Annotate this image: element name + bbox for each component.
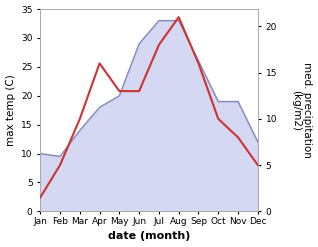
Y-axis label: max temp (C): max temp (C)	[5, 74, 16, 146]
Y-axis label: med. precipitation
(kg/m2): med. precipitation (kg/m2)	[291, 62, 313, 158]
X-axis label: date (month): date (month)	[108, 231, 190, 242]
